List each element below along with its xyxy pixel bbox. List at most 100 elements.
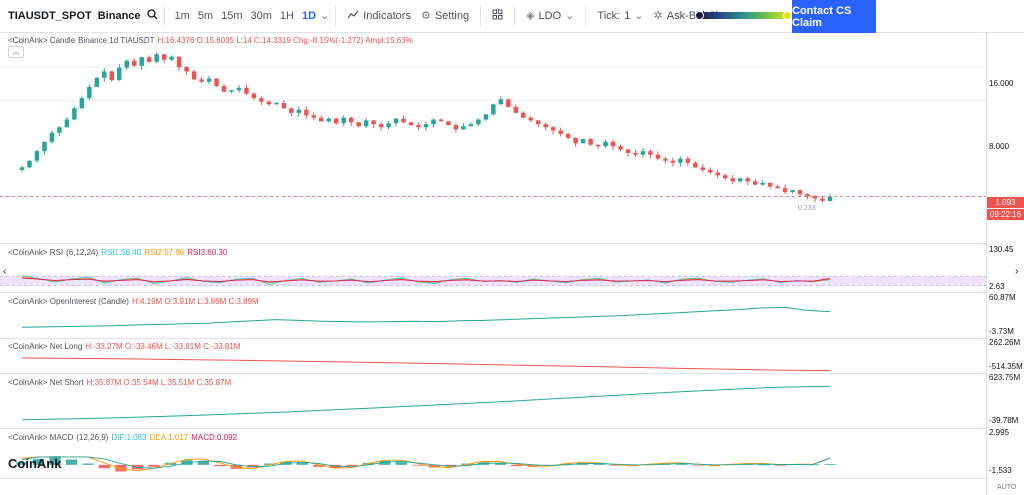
- netlong-legend: <CoinAnk> Net Long H:-33.27M O:-33.46M L…: [8, 342, 240, 351]
- rsi-chart[interactable]: [0, 262, 986, 292]
- countdown-tag: 09:22:16: [987, 209, 1024, 220]
- macd-histogram-bar: [560, 463, 572, 465]
- timeframe-5m[interactable]: 5m: [197, 10, 214, 22]
- scroll-right-icon[interactable]: ›: [1015, 266, 1019, 277]
- open-interest-chart[interactable]: [0, 304, 986, 334]
- search-icon[interactable]: [146, 9, 158, 23]
- rsi-legend-prefix: <CoinAnk> RSI: [8, 248, 64, 257]
- macd-histogram-bar: [379, 460, 391, 465]
- macd-params: (12,26,9): [76, 433, 109, 442]
- layout-button[interactable]: [487, 9, 508, 23]
- netshort-legend-values: H:35.87M O:35.54M L:35.51M C:35.87M: [86, 378, 232, 387]
- candle-body: [431, 119, 436, 125]
- candle-body: [528, 117, 533, 121]
- netlong-legend-values: H:-33.27M O:-33.46M L:-33.81M C:-33.81M: [85, 342, 241, 351]
- pane-divider: [0, 338, 986, 339]
- macd-histogram-bar: [16, 462, 28, 465]
- net-short-line: [21, 385, 831, 421]
- candle-body: [491, 104, 496, 115]
- price-legend: <CoinAnk> Candle Binance 1d TIAUSDT H:16…: [8, 36, 413, 45]
- candle-body: [289, 108, 294, 113]
- candle-body: [640, 151, 646, 155]
- candle-body: [483, 114, 489, 120]
- timeframe-30m[interactable]: 30m: [250, 10, 272, 22]
- candle-body: [236, 87, 242, 91]
- candle-body: [34, 151, 40, 161]
- candle-body: [184, 67, 189, 72]
- oi-axis-bottom: -3.73M: [989, 327, 1014, 336]
- macd-histogram-bar: [49, 456, 61, 465]
- candle-body: [760, 182, 765, 185]
- symbol-selector[interactable]: TIAUSDT_SPOT Binance: [0, 0, 158, 32]
- slider-handle-left[interactable]: [695, 11, 704, 20]
- candle-body: [363, 120, 369, 127]
- collapse-legend-button[interactable]: ︿: [8, 46, 24, 58]
- pane-divider: [0, 478, 986, 479]
- timeframe-1m[interactable]: 1m: [174, 10, 190, 22]
- tick-selector[interactable]: Tick: 1 ⌄: [592, 10, 648, 22]
- candle-body: [304, 109, 309, 116]
- coin-selector[interactable]: ◈ LDO ⌄: [521, 10, 579, 22]
- chevron-down-icon[interactable]: ⌄: [320, 9, 330, 22]
- macd-histogram-bar: [98, 464, 111, 469]
- color-gradient-slider[interactable]: [695, 11, 792, 20]
- macd-legend-prefix: <CoinAnk> MACD: [8, 433, 74, 442]
- netshort-axis-bottom: -39.78M: [989, 416, 1019, 425]
- contact-cs-claim-button[interactable]: Contact CS Claim: [792, 0, 876, 33]
- candle-body: [708, 169, 713, 173]
- rsi3-value: RSI3:60.30: [187, 248, 228, 257]
- price-axis-tick: 8.000: [989, 142, 1010, 151]
- price-legend-ohlc: H:16.4376 O:15.6035 L:14 C:14.3319 Chg:-…: [157, 36, 413, 45]
- timeframe-15m[interactable]: 15m: [221, 10, 243, 22]
- candle-body: [700, 167, 706, 170]
- macd-histogram-bar: [65, 459, 78, 465]
- setting-label: Setting: [434, 10, 470, 22]
- candle-body: [401, 118, 406, 123]
- macd-histogram-bar: [824, 464, 836, 466]
- net-long-chart[interactable]: [0, 349, 986, 373]
- macd-histogram-bar: [214, 464, 226, 467]
- candle-body: [229, 90, 234, 92]
- oi-axis-top: 60.87M: [989, 293, 1016, 302]
- macd-axis-top: 2.995: [989, 428, 1010, 437]
- candle-body: [506, 99, 511, 107]
- candle-body: [655, 154, 661, 159]
- scroll-left-icon[interactable]: ‹: [3, 266, 7, 277]
- candle-body: [131, 60, 137, 66]
- auto-scale-button[interactable]: AUTO: [997, 484, 1017, 491]
- price-legend-prefix: <CoinAnk> Candle: [8, 36, 76, 45]
- netshort-legend-prefix: <CoinAnk> Net Short: [8, 378, 84, 387]
- candle-body: [42, 141, 47, 152]
- candle-body: [588, 139, 593, 145]
- pane-divider: [0, 428, 986, 429]
- price-legend-source: Binance 1d TIAUSDT: [78, 36, 155, 45]
- tick-value: 1: [624, 10, 631, 22]
- slider-handle-right[interactable]: [783, 11, 792, 20]
- grid-icon: [492, 9, 503, 23]
- macd-chart[interactable]: [0, 445, 986, 475]
- net-long-line: [21, 357, 831, 372]
- net-short-chart[interactable]: [0, 384, 986, 424]
- candle-body: [498, 99, 504, 105]
- macd-histogram-bar: [758, 464, 770, 466]
- candle-body: [580, 139, 586, 144]
- setting-button[interactable]: ⚙ Setting: [416, 10, 474, 22]
- candle-body: [117, 67, 122, 81]
- rsi-line-rsi3: [21, 277, 831, 283]
- candle-body: [49, 132, 55, 142]
- candle-body: [573, 137, 578, 144]
- candle-body: [408, 122, 414, 126]
- timeframe-1h[interactable]: 1H: [279, 10, 294, 22]
- chevron-down-icon: ⌄: [565, 9, 575, 22]
- price-axis-tick: 16.000: [989, 79, 1014, 88]
- candle-body: [752, 181, 758, 185]
- timeframe-1d[interactable]: 1D: [301, 10, 317, 22]
- price-chart[interactable]: [0, 36, 986, 214]
- candle-body: [610, 141, 616, 147]
- macd-axis-bottom: -1.533: [989, 466, 1012, 475]
- macd-dea-line: [21, 456, 831, 469]
- indicators-button[interactable]: Indicators: [342, 10, 416, 23]
- candle-body: [386, 123, 391, 128]
- candle-body: [206, 78, 212, 82]
- candle-body: [737, 178, 743, 182]
